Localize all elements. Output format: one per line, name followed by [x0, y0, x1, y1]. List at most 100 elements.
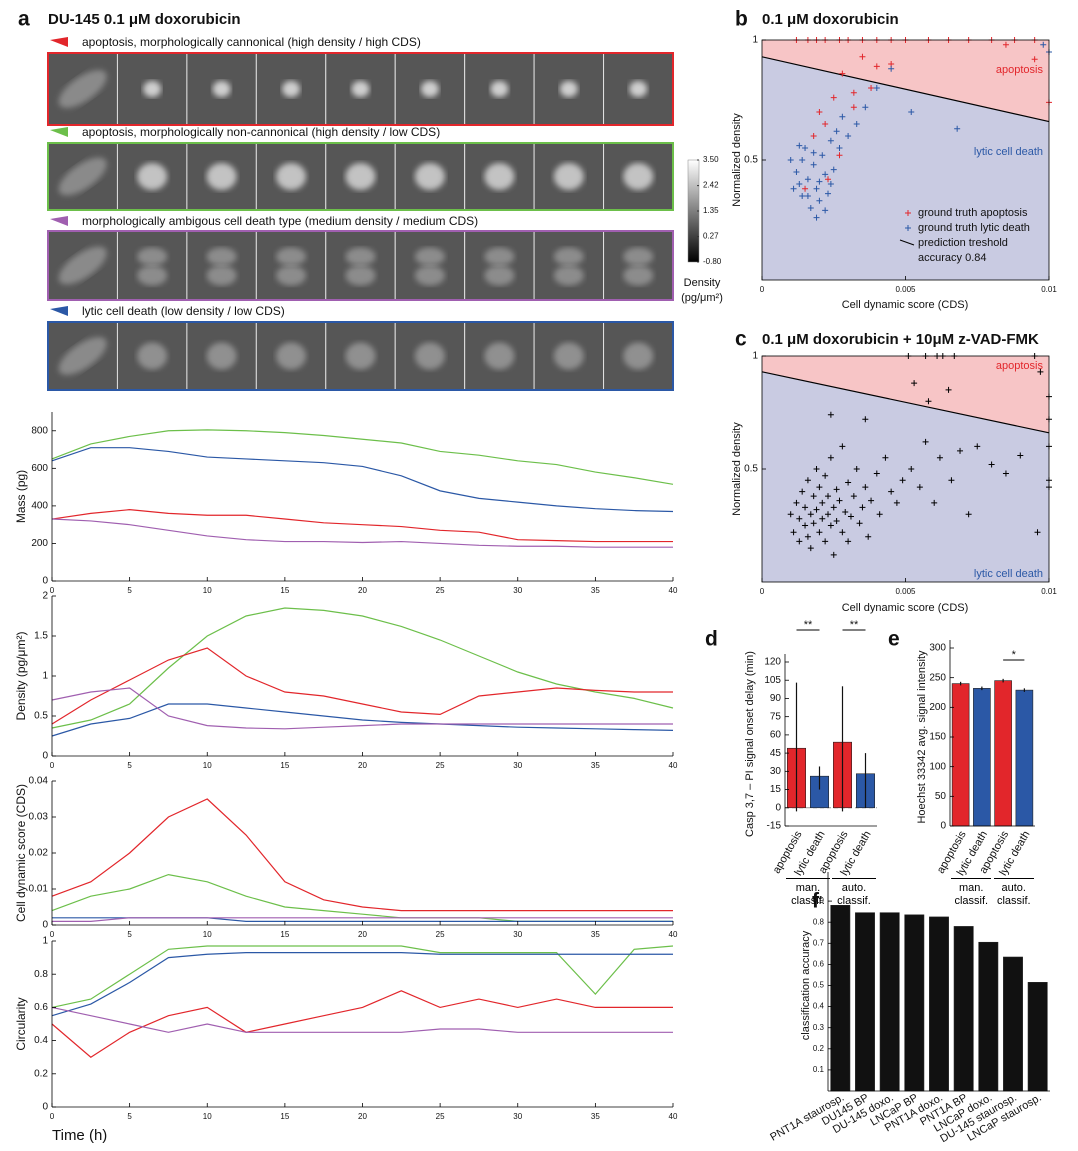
y-tick-label: 1	[42, 671, 48, 682]
cell	[623, 163, 654, 190]
colorbar-label: Density	[684, 277, 721, 289]
strip-marker	[50, 37, 68, 47]
point	[830, 504, 837, 511]
point	[888, 65, 895, 72]
point	[853, 466, 860, 472]
cell	[553, 265, 584, 286]
x-tick-label: 25	[436, 930, 445, 939]
x-tick-label: 40	[669, 930, 678, 939]
x-tick-label: 10	[203, 761, 212, 770]
cell	[414, 342, 445, 370]
x-tick-label: 0.01	[1041, 285, 1057, 294]
line	[51, 798, 673, 912]
cell	[137, 163, 168, 190]
y-tick-label: 1	[752, 35, 758, 46]
bar	[973, 688, 991, 827]
strip-marker	[50, 306, 68, 316]
x-tick-label: 25	[436, 1112, 445, 1121]
point	[853, 121, 860, 127]
y-tick-label: 30	[770, 766, 782, 777]
point	[965, 511, 972, 518]
legend-label: ground truth apoptosis	[918, 207, 1028, 219]
point	[819, 152, 826, 159]
y-tick-label: 60	[770, 730, 782, 741]
point	[862, 104, 869, 111]
y-tick-label: 200	[31, 538, 48, 549]
y-tick-label: 1	[42, 936, 48, 947]
threshold-line	[761, 371, 1050, 434]
point	[882, 454, 889, 461]
y-tick-label: 0.8	[813, 917, 825, 926]
y-axis-label: Hoechst 33342 avg. signal intensity	[916, 650, 928, 824]
region	[762, 40, 1049, 122]
line	[51, 447, 674, 513]
strip-border	[47, 52, 674, 126]
cell	[414, 247, 445, 266]
line	[51, 607, 674, 729]
point	[957, 447, 964, 454]
x-tick-label: 15	[280, 586, 289, 595]
cell	[345, 163, 376, 190]
point	[916, 484, 923, 491]
x-tick-label: 40	[669, 586, 678, 595]
cell	[490, 80, 509, 98]
cell	[58, 157, 107, 196]
bar	[879, 912, 900, 1092]
line	[51, 1006, 673, 1033]
legend-label: ground truth lytic death	[918, 222, 1030, 234]
x-tick-label: 35	[591, 930, 600, 939]
chart-title: 0.1 μM doxorubicin + 10μM z-VAD-FMK	[762, 331, 1039, 348]
panel-letter: a	[18, 8, 30, 31]
x-axis-label: Cell dynamic score (CDS)	[842, 602, 969, 614]
cell	[414, 265, 445, 286]
point	[819, 515, 826, 522]
point	[873, 63, 880, 70]
point	[1034, 529, 1041, 536]
x-tick-label: 5	[127, 761, 132, 770]
y-tick-label: 15	[770, 784, 782, 795]
y-tick-label: 0	[940, 821, 946, 832]
line	[51, 518, 673, 548]
colorbar-label: (pg/μm²)	[681, 292, 723, 304]
colorbar-tick-label: 0.27	[703, 232, 719, 241]
point	[833, 486, 840, 493]
point	[787, 511, 794, 518]
cell	[276, 265, 307, 286]
point	[839, 529, 846, 536]
bar	[953, 926, 974, 1092]
colorbar-tick-label: -0.80	[703, 257, 722, 266]
cell	[345, 247, 376, 266]
cell	[58, 70, 107, 108]
y-tick-label: 0.01	[29, 884, 49, 895]
line	[51, 647, 673, 725]
point	[839, 443, 846, 450]
group-label: man. classif.	[786, 878, 830, 908]
cell	[414, 163, 445, 190]
y-tick-label: 0.5	[813, 981, 825, 990]
y-tick-label: 120	[764, 657, 781, 668]
point	[819, 499, 826, 506]
y-tick-label: 0.04	[29, 776, 49, 787]
cell	[484, 247, 515, 266]
point	[830, 166, 837, 173]
point	[945, 386, 952, 393]
point	[1017, 452, 1024, 459]
point	[862, 416, 869, 423]
point	[804, 477, 811, 484]
point	[796, 181, 803, 187]
point	[822, 171, 829, 178]
y-tick-label: 0.5	[744, 155, 758, 166]
point	[813, 185, 820, 192]
y-tick-label: 250	[929, 672, 946, 683]
point	[836, 145, 843, 151]
y-axis-label: Density (pg/μm²)	[14, 632, 28, 721]
y-tick-label: 0	[775, 802, 781, 813]
point	[865, 533, 872, 540]
y-tick-label: 75	[770, 711, 782, 722]
point	[810, 149, 817, 156]
y-tick-label: 0	[42, 920, 48, 931]
x-tick-label: 10	[203, 1112, 212, 1121]
point	[822, 538, 829, 545]
point	[845, 538, 852, 545]
point	[839, 113, 846, 120]
